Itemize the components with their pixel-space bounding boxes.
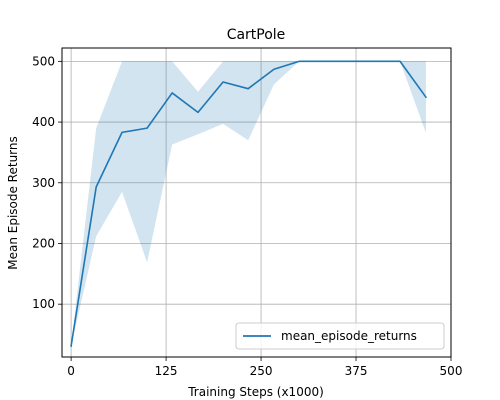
series-band-mean-episode-returns xyxy=(71,61,426,347)
x-tick-label: 0 xyxy=(67,364,75,378)
x-axis-label: Training Steps (x1000) xyxy=(187,385,324,399)
x-tick-label: 250 xyxy=(250,364,273,378)
y-tick-label: 100 xyxy=(32,297,55,311)
y-tick-label: 400 xyxy=(32,115,55,129)
series-line-layer xyxy=(70,60,428,347)
chart-title: CartPole xyxy=(227,27,286,43)
x-tick-label: 500 xyxy=(440,364,463,378)
legend-label-mean-episode-returns: mean_episode_returns xyxy=(281,329,417,343)
y-tick-label: 500 xyxy=(32,54,55,68)
series-line-mean-episode-returns xyxy=(70,60,428,347)
axis-ticks: 0 125 250 375 500 100 200 300 400 500 xyxy=(32,54,462,378)
x-tick-label: 375 xyxy=(345,364,368,378)
y-tick-label: 300 xyxy=(32,176,55,190)
plot-frame xyxy=(61,47,452,358)
y-tick-label: 200 xyxy=(32,236,55,250)
legend: mean_episode_returns xyxy=(235,322,445,350)
legend-box xyxy=(235,322,445,350)
y-axis-label: Mean Episode Returns xyxy=(6,136,20,270)
x-tick-label: 125 xyxy=(155,364,178,378)
confidence-band xyxy=(71,61,426,347)
